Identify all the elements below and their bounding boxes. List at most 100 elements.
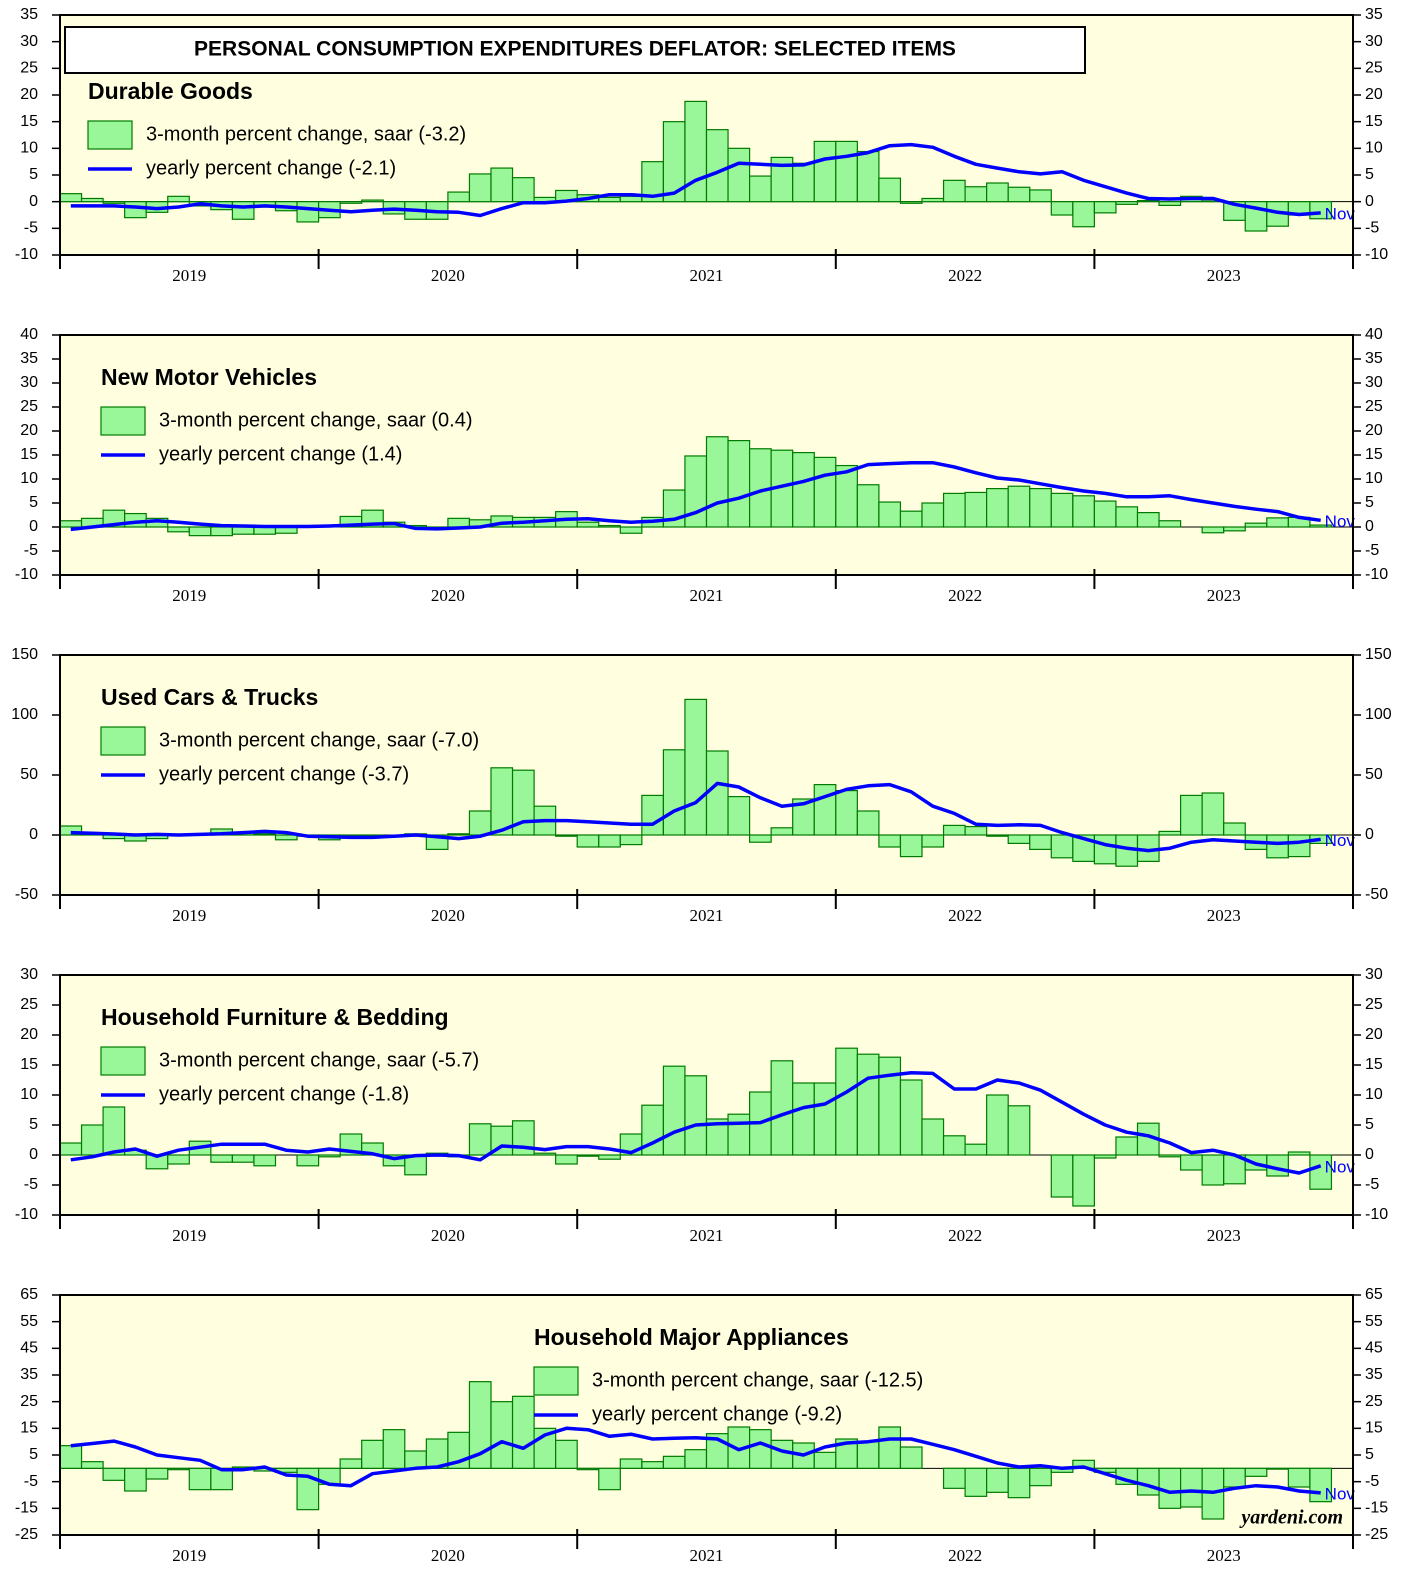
y-tick-label: 150 [1365, 646, 1392, 663]
bar [296, 201, 320, 223]
bar [964, 825, 988, 836]
y-tick-label: 15 [1365, 1420, 1383, 1437]
bar [878, 1426, 902, 1469]
bar [598, 196, 621, 203]
bar [748, 1429, 772, 1469]
bar [619, 526, 643, 534]
bar [167, 1154, 190, 1165]
y-tick-label: 25 [20, 996, 38, 1013]
x-tick-label: 2022 [948, 586, 982, 605]
x-tick-label: 2021 [690, 906, 724, 925]
bar [1029, 488, 1052, 528]
y-tick-label: -10 [15, 246, 38, 263]
y-tick-label: 10 [1365, 140, 1383, 157]
bar [447, 833, 471, 836]
bar [899, 1079, 923, 1156]
y-tick-label: 100 [11, 706, 38, 723]
annotation: Nov [1325, 831, 1356, 850]
bar [1179, 794, 1203, 836]
y-tick-label: 0 [29, 518, 38, 535]
bar [705, 129, 729, 203]
y-tick-label: 10 [1365, 470, 1383, 487]
bar [1007, 834, 1031, 844]
x-tick-label: 2021 [690, 266, 724, 285]
bar [727, 1113, 751, 1156]
bar [1179, 1154, 1203, 1171]
y-tick-label: 5 [1365, 1446, 1374, 1463]
bar [964, 1467, 988, 1497]
bar [80, 1461, 104, 1469]
bar [80, 1124, 104, 1156]
y-tick-label: 0 [29, 826, 38, 843]
y-tick-label: 15 [20, 113, 38, 130]
bar [899, 510, 923, 528]
legend-label: 3-month percent change, saar (0.4) [159, 409, 473, 431]
line [70, 142, 1321, 218]
bar [921, 834, 945, 848]
y-tick-label: -5 [24, 220, 38, 237]
bar [986, 1467, 1009, 1493]
bar [555, 1439, 578, 1469]
bar [598, 1467, 621, 1491]
bar [856, 150, 880, 203]
bar [899, 834, 923, 858]
bar [1029, 834, 1052, 850]
bar [921, 197, 945, 203]
annotation: Nov [1325, 1157, 1356, 1176]
bar [1093, 834, 1117, 865]
bar [511, 177, 535, 203]
x-tick-label: 2020 [431, 1226, 465, 1245]
bar [878, 834, 902, 848]
bar [1201, 1154, 1225, 1186]
bar [942, 492, 966, 528]
legend-label: yearly percent change (-1.8) [159, 1083, 409, 1105]
y-tick-label: 30 [1365, 33, 1383, 50]
y-tick-label: 35 [20, 350, 38, 367]
y-tick-label: 25 [20, 398, 38, 415]
bar [942, 1467, 966, 1489]
legend-swatch [100, 726, 146, 756]
bar [59, 1445, 83, 1469]
bar [124, 201, 147, 219]
bar [253, 833, 277, 836]
bar [1309, 1154, 1333, 1190]
bar [210, 526, 234, 537]
bar [835, 140, 858, 203]
y-tick-label: 5 [1365, 166, 1374, 183]
bar [619, 1458, 643, 1469]
bar [188, 1467, 212, 1491]
bar [533, 1152, 557, 1156]
y-tick-label: 35 [20, 6, 38, 23]
bar [318, 1154, 341, 1158]
bar [770, 827, 794, 836]
bar [1072, 495, 1095, 528]
y-tick-label: 0 [1365, 518, 1374, 535]
bar [1158, 830, 1182, 836]
x-tick-label: 2020 [431, 266, 465, 285]
bar [102, 201, 126, 204]
bar [167, 1467, 190, 1471]
bar [1266, 1467, 1289, 1470]
bar [555, 1154, 578, 1165]
bar [339, 201, 363, 204]
bar [835, 1047, 858, 1156]
bar [1223, 526, 1246, 532]
bar [1158, 1154, 1182, 1158]
y-tick-label: 35 [1365, 350, 1383, 367]
y-tick-label: 55 [20, 1313, 38, 1330]
bar [792, 1082, 815, 1156]
bar [856, 1053, 880, 1156]
y-tick-label: 20 [1365, 422, 1383, 439]
bar [1029, 189, 1052, 203]
bar [1115, 506, 1139, 528]
bar [813, 456, 837, 528]
y-tick-label: 25 [1365, 996, 1383, 1013]
y-tick-label: -15 [1365, 1500, 1388, 1517]
plot-frame [59, 14, 1354, 256]
bar [921, 1118, 945, 1156]
y-tick-label: 15 [20, 1420, 38, 1437]
legend-swatch [100, 1046, 146, 1076]
bar [188, 526, 212, 537]
bar [986, 834, 1009, 837]
